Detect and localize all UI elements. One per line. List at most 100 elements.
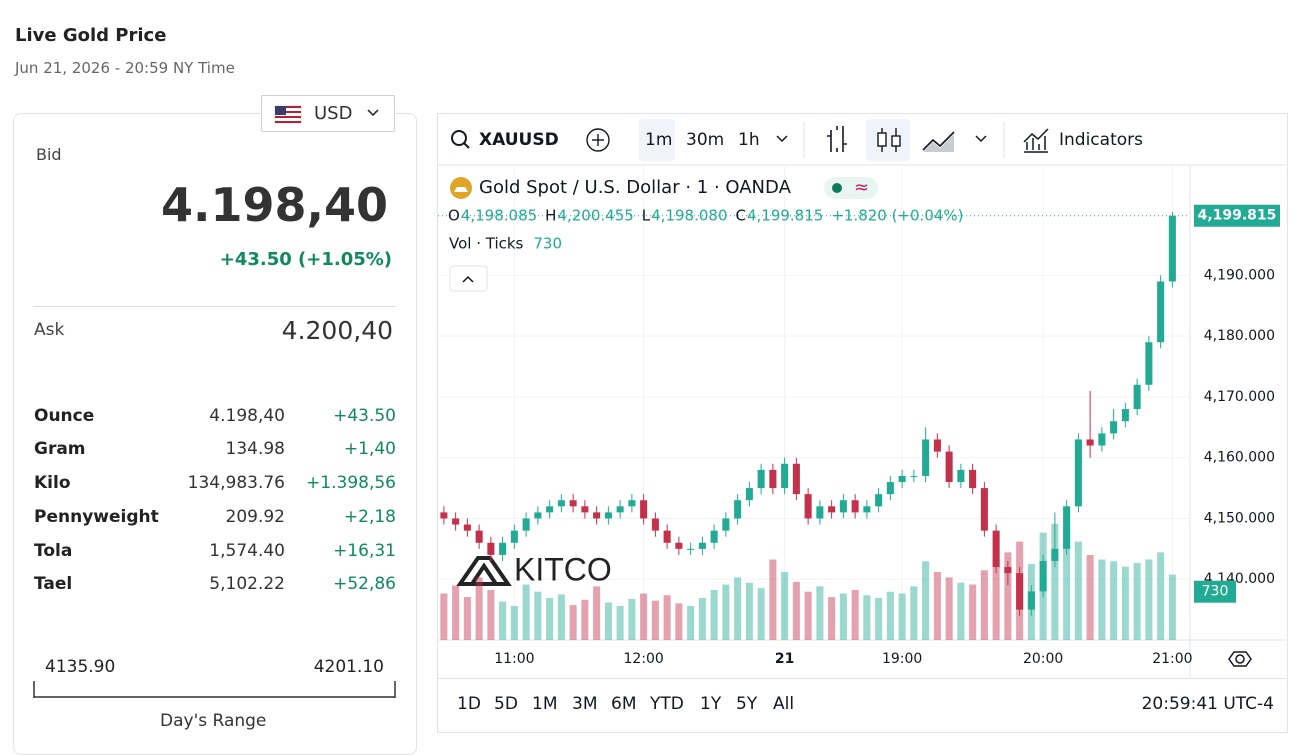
x-tick-label: 21 [775, 651, 794, 667]
candle-body [1039, 561, 1047, 592]
x-tick-label: 20:00 [1023, 651, 1063, 667]
divider [33, 306, 396, 307]
volume-bar [722, 584, 730, 640]
range-button[interactable]: 3M [572, 694, 598, 714]
candle-body [1098, 433, 1106, 446]
volume-bar [616, 606, 624, 640]
volume-bar [534, 591, 542, 640]
candle-body [581, 506, 589, 513]
volume-bar [816, 586, 824, 640]
volume-bar [945, 577, 953, 640]
watermark-text: KITCO [514, 551, 612, 587]
volume-bar [663, 595, 671, 640]
interval[interactable]: 1h [738, 130, 760, 150]
volume-bar [1004, 552, 1012, 640]
watermark-logo [456, 556, 512, 586]
volume-bar [651, 600, 659, 640]
interval[interactable]: 30m [686, 130, 725, 150]
legend-title: Gold Spot / U.S. Dollar · 1 · OANDA [479, 177, 792, 198]
candle-body [510, 530, 518, 543]
candle-body [616, 506, 624, 513]
range-button[interactable]: All [773, 694, 795, 714]
clock: 20:59:41 UTC-4 [1141, 694, 1274, 714]
volume-bar [510, 606, 518, 640]
interval[interactable]: 1m [645, 130, 673, 150]
volume-bar [604, 602, 612, 640]
y-tick-label: 4,170.000 [1204, 389, 1275, 405]
candle-body [734, 500, 742, 519]
candle-body [522, 518, 530, 531]
x-tick-label: 12:00 [623, 651, 663, 667]
volume-badge [1194, 580, 1236, 603]
unit-name: Pennyweight [34, 507, 159, 527]
candle-body [769, 469, 777, 489]
candle-body [957, 469, 965, 482]
range-button[interactable]: 1Y [700, 694, 722, 714]
unit-name: Tael [34, 574, 73, 594]
status-pill [824, 177, 878, 199]
volume-bar [1168, 574, 1176, 640]
candle-body [1110, 421, 1118, 434]
currency-label: USD [314, 103, 353, 124]
unit-change: +16,31 [333, 541, 396, 561]
unit-name: Tola [34, 541, 73, 561]
candle-body [816, 506, 824, 519]
unit-name: Kilo [34, 473, 71, 493]
candle-body [722, 518, 730, 531]
candle-body [1145, 342, 1153, 385]
volume-bar [1051, 523, 1059, 640]
range-button[interactable]: 6M [611, 694, 637, 714]
bid-change: +43.50 (+1.05%) [219, 249, 392, 270]
volume-bar [475, 577, 483, 640]
candle-body [534, 512, 542, 519]
symbol[interactable]: XAUUSD [479, 130, 559, 150]
legend-icon-mark [454, 187, 468, 192]
candle-body [687, 548, 695, 550]
unit-price: 5,102.22 [209, 574, 285, 594]
volume-bar [1098, 559, 1106, 640]
volume-bar [628, 598, 636, 640]
volume-bar [440, 593, 448, 640]
indicators-button[interactable]: Indicators [1059, 130, 1143, 150]
page-subtitle: Jun 21, 2026 - 20:59 NY Time [15, 59, 235, 77]
volume-bar [957, 582, 965, 640]
range-button[interactable]: 1D [457, 694, 481, 714]
volume-bar [898, 593, 906, 640]
volume-bar [1063, 528, 1071, 640]
volume-bar [757, 588, 765, 640]
volume-bar [710, 589, 718, 640]
ask-label: Ask [34, 320, 65, 340]
volume-bar [922, 561, 930, 640]
volume-bar [839, 593, 847, 640]
currency-select[interactable]: USD [261, 95, 395, 132]
range-button[interactable]: YTD [650, 694, 684, 714]
candle-body [557, 500, 565, 507]
volume-bar [1086, 555, 1094, 640]
volume-bar [452, 585, 460, 640]
candle-body [886, 482, 894, 495]
range-button[interactable]: 5Y [736, 694, 758, 714]
range-button[interactable]: 5D [494, 694, 518, 714]
y-tick-label: 4,180.000 [1204, 328, 1275, 344]
candle-body [898, 475, 906, 482]
ohlc-change: +1.820 (+0.04%) [831, 207, 963, 225]
candle-body [604, 512, 612, 519]
candle-body [922, 439, 930, 476]
last-price-badge [1194, 204, 1280, 227]
watermark: KITCO [456, 551, 612, 587]
volume-bar [745, 582, 753, 640]
candle-body [757, 469, 765, 489]
ask-price: 4.200,40 [281, 316, 393, 345]
unit-price: 134,983.76 [187, 473, 285, 493]
candle-body [933, 439, 941, 452]
ohlc-key: L [642, 207, 651, 225]
candle-body [1027, 591, 1035, 610]
candle-body [452, 518, 460, 525]
range-button[interactable]: 1M [532, 694, 558, 714]
volume-bar [675, 603, 683, 640]
chart: 4,140.0004,150.0004,160.0004,170.0004,18… [438, 166, 1286, 678]
candle-body [1086, 439, 1094, 446]
chart-panel [437, 113, 1288, 733]
candle-body [863, 506, 871, 513]
volume-bar [886, 591, 894, 640]
